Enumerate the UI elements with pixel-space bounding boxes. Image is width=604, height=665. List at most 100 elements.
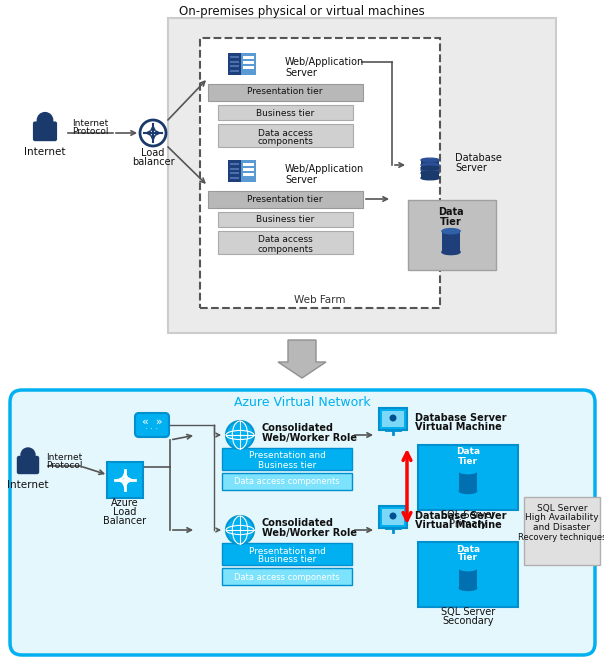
Text: Data access: Data access xyxy=(258,235,312,245)
Bar xyxy=(208,191,363,208)
Text: Secondary: Secondary xyxy=(442,616,493,626)
Ellipse shape xyxy=(459,489,477,493)
Text: High Availability: High Availability xyxy=(525,513,599,523)
Bar xyxy=(222,543,352,565)
Text: Presentation tier: Presentation tier xyxy=(247,194,323,203)
Text: Web/Application: Web/Application xyxy=(285,164,364,174)
Circle shape xyxy=(226,516,254,544)
Bar xyxy=(218,231,353,254)
Bar xyxy=(218,105,353,120)
Ellipse shape xyxy=(459,585,477,591)
Circle shape xyxy=(21,448,35,462)
Text: Primary: Primary xyxy=(449,519,487,529)
Text: Web/Application: Web/Application xyxy=(285,57,364,67)
Text: Azure: Azure xyxy=(111,498,139,508)
Ellipse shape xyxy=(459,469,477,473)
Circle shape xyxy=(140,120,166,146)
Text: SQL Server: SQL Server xyxy=(441,607,495,617)
Text: Consolidated: Consolidated xyxy=(262,423,334,433)
Text: Azure Virtual Network: Azure Virtual Network xyxy=(234,396,370,408)
Text: Data: Data xyxy=(456,545,480,553)
Text: Web/Worker Role: Web/Worker Role xyxy=(262,433,357,443)
Ellipse shape xyxy=(459,566,477,571)
Text: Virtual Machine: Virtual Machine xyxy=(415,520,502,530)
Text: Server: Server xyxy=(285,175,317,185)
Text: Database Server: Database Server xyxy=(415,413,507,423)
Ellipse shape xyxy=(390,513,396,519)
Text: Database: Database xyxy=(455,153,502,163)
Bar xyxy=(243,61,254,63)
Text: Business tier: Business tier xyxy=(256,215,314,225)
Bar xyxy=(421,165,439,173)
Ellipse shape xyxy=(421,158,439,162)
Text: Presentation and: Presentation and xyxy=(249,452,326,460)
Bar xyxy=(243,173,254,176)
Bar xyxy=(230,70,239,72)
Text: Data access: Data access xyxy=(258,128,312,138)
Ellipse shape xyxy=(442,249,460,255)
Text: Data access components: Data access components xyxy=(234,573,340,581)
Bar xyxy=(208,84,363,101)
Text: Internet: Internet xyxy=(46,452,82,462)
Bar xyxy=(218,124,353,147)
Text: Web Farm: Web Farm xyxy=(294,295,345,305)
Text: Load: Load xyxy=(141,148,165,158)
Ellipse shape xyxy=(421,171,439,175)
Text: · · ·: · · · xyxy=(146,426,159,434)
Ellipse shape xyxy=(421,168,439,172)
Bar xyxy=(230,56,239,58)
Text: Business tier: Business tier xyxy=(256,108,314,118)
Ellipse shape xyxy=(421,163,439,167)
Bar xyxy=(243,163,254,166)
Text: Protocol: Protocol xyxy=(46,460,82,469)
Bar xyxy=(243,66,254,68)
FancyBboxPatch shape xyxy=(18,456,39,473)
Text: «  »: « » xyxy=(142,417,162,427)
Text: Virtual Machine: Virtual Machine xyxy=(415,422,502,432)
Circle shape xyxy=(226,421,254,449)
Bar xyxy=(230,65,239,67)
Text: balancer: balancer xyxy=(132,157,175,167)
Text: Presentation tier: Presentation tier xyxy=(247,88,323,96)
Ellipse shape xyxy=(421,166,439,170)
Circle shape xyxy=(37,112,53,128)
Text: SQL Server: SQL Server xyxy=(441,510,495,520)
Text: components: components xyxy=(257,245,313,253)
Text: Balancer: Balancer xyxy=(103,516,147,526)
FancyBboxPatch shape xyxy=(135,413,169,437)
FancyBboxPatch shape xyxy=(10,390,595,655)
Text: Tier: Tier xyxy=(440,217,462,227)
Bar xyxy=(243,56,254,59)
Bar xyxy=(241,160,256,182)
Bar xyxy=(200,38,440,308)
Bar xyxy=(421,160,439,168)
Text: Internet: Internet xyxy=(7,480,49,490)
Bar xyxy=(379,506,407,528)
Text: Data: Data xyxy=(438,207,464,217)
Text: Internet: Internet xyxy=(24,147,66,157)
Text: Recovery techniques: Recovery techniques xyxy=(518,533,604,543)
Text: Server: Server xyxy=(285,68,317,78)
Text: Presentation and: Presentation and xyxy=(249,547,326,555)
Bar xyxy=(228,53,241,75)
Bar xyxy=(459,568,477,588)
Bar xyxy=(442,231,460,252)
Text: and Disaster: and Disaster xyxy=(533,523,591,533)
Text: Protocol: Protocol xyxy=(72,126,108,136)
Bar xyxy=(418,445,518,510)
Bar xyxy=(222,473,352,490)
Text: Web/Worker Role: Web/Worker Role xyxy=(262,528,357,538)
Text: Consolidated: Consolidated xyxy=(262,518,334,528)
Bar xyxy=(418,542,518,607)
Text: SQL Server: SQL Server xyxy=(537,503,587,513)
Bar xyxy=(408,200,496,270)
Text: Server: Server xyxy=(455,163,487,173)
Text: Tier: Tier xyxy=(458,456,478,466)
Text: Data: Data xyxy=(456,448,480,456)
Text: Load: Load xyxy=(114,507,137,517)
Bar xyxy=(218,212,353,227)
Text: Data access components: Data access components xyxy=(234,477,340,487)
Bar xyxy=(222,448,352,470)
Bar xyxy=(382,411,404,427)
Bar xyxy=(230,168,239,170)
